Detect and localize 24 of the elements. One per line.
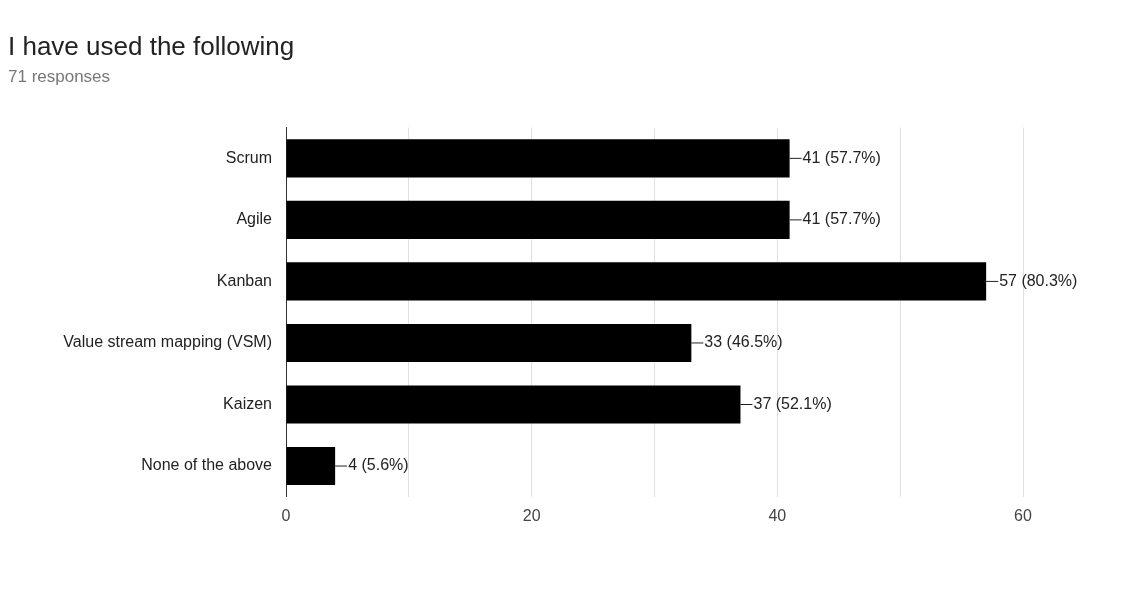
data-label: 41 (57.7%) xyxy=(802,148,881,166)
data-label: 41 (57.7%) xyxy=(802,210,881,228)
data-label: 37 (52.1%) xyxy=(753,394,832,412)
data-label: 4 (5.6%) xyxy=(348,456,409,474)
y-tick-label: Scrum xyxy=(225,148,272,166)
bar xyxy=(286,323,692,363)
y-tick-label: Kanban xyxy=(216,271,272,289)
x-tick-label: 40 xyxy=(768,506,787,524)
x-tick-label: 0 xyxy=(281,506,291,524)
y-tick-label: None of the above xyxy=(141,456,273,474)
bar xyxy=(286,446,336,486)
data-label: 33 (46.5%) xyxy=(704,333,783,351)
y-tick-label: Agile xyxy=(236,210,273,228)
x-tick-label: 60 xyxy=(1014,506,1032,524)
y-tick-label: Value stream mapping (VSM) xyxy=(63,333,272,351)
bar xyxy=(286,385,741,424)
bar xyxy=(286,139,790,178)
x-tick-label: 20 xyxy=(522,506,541,524)
y-tick-label: Kaizen xyxy=(223,394,272,412)
bar xyxy=(286,262,987,301)
text: 71 responses xyxy=(8,67,111,87)
chart-title: I have used the following xyxy=(8,30,295,61)
bar xyxy=(286,200,790,239)
data-label: 57 (80.3%) xyxy=(999,271,1078,289)
